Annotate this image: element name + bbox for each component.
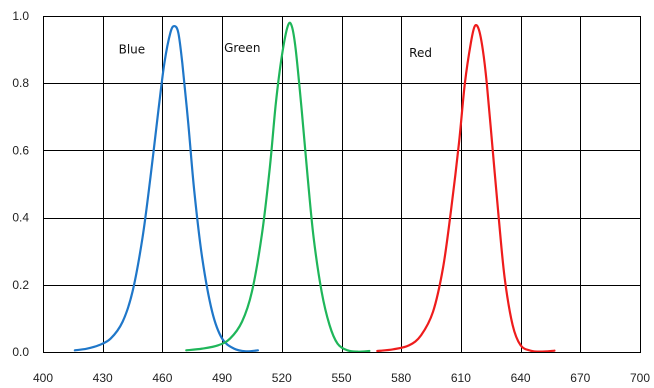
- x-tick-label-6: 580: [391, 371, 411, 385]
- x-tick-label-1: 430: [93, 371, 113, 385]
- x-tick-label-8: 640: [511, 371, 531, 385]
- series-line-red: [376, 24, 556, 353]
- series-lines: [73, 21, 556, 353]
- series-line-blue: [73, 24, 260, 353]
- tick-labels: 400 430 460 490 520 550 580 610 640 670 700 0.0 0.2 0…: [12, 9, 650, 385]
- x-tick-label-0: 400: [33, 371, 53, 385]
- plot-frame: [43, 16, 641, 353]
- x-tick-label-9: 670: [570, 371, 590, 385]
- x-tick-label-10: 700: [630, 371, 650, 385]
- x-tick-label-7: 610: [451, 371, 471, 385]
- y-tick-label-1: 0.2: [12, 278, 29, 292]
- y-tick-label-4: 0.8: [12, 76, 29, 90]
- x-tick-label-2: 460: [152, 371, 172, 385]
- y-tick-label-5: 1.0: [12, 9, 29, 23]
- annotation-blue: Blue: [119, 43, 146, 57]
- y-tick-label-3: 0.6: [12, 143, 29, 157]
- series-line-green: [185, 21, 371, 353]
- annotation-green: Green: [224, 41, 260, 55]
- y-tick-label-0: 0.0: [12, 345, 29, 359]
- x-tick-label-5: 550: [331, 371, 351, 385]
- x-tick-label-4: 520: [272, 371, 292, 385]
- y-tick-label-2: 0.4: [12, 211, 29, 225]
- series-annotations: Blue Green Red: [119, 41, 432, 60]
- annotation-red: Red: [409, 46, 432, 60]
- grid-lines: [43, 16, 641, 353]
- x-tick-label-3: 490: [212, 371, 232, 385]
